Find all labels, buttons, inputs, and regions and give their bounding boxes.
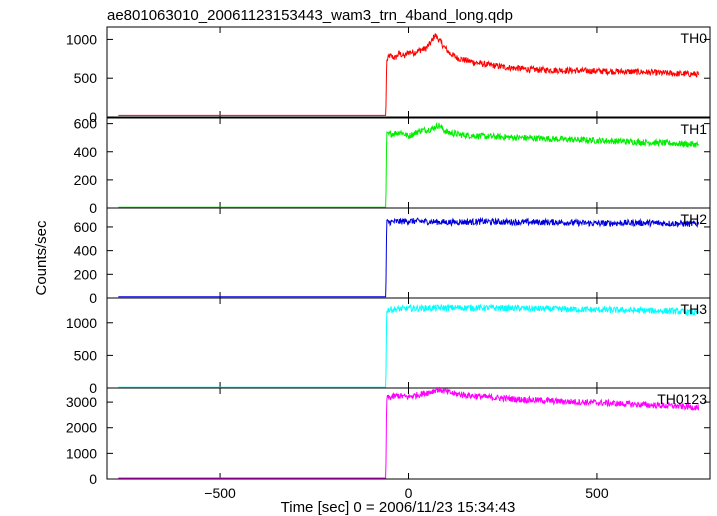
series-line-th0123 — [118, 386, 699, 479]
y-tick-label: 0 — [89, 109, 97, 125]
chart-title: ae801063010_20061123153443_wam3_trn_4ban… — [107, 7, 513, 24]
panel-frame-th1 — [106, 117, 711, 209]
y-tick-label: 0 — [89, 471, 97, 487]
x-axis-label: Time [sec] 0 = 2006/11/23 15:34:43 — [281, 499, 516, 516]
y-tick-label: 500 — [74, 347, 98, 363]
series-line-th2 — [118, 216, 699, 298]
y-tick-label: 1000 — [66, 315, 97, 331]
series-label-th1: TH1 — [681, 121, 708, 137]
series-line-th0 — [118, 33, 699, 116]
y-tick-label: 200 — [74, 172, 98, 188]
panel-th2: 0 200 400 600 TH2 — [74, 207, 711, 306]
y-tick-label: 200 — [74, 266, 98, 282]
y-tick-label: 1000 — [66, 31, 97, 47]
x-tick-labels: −500 0 500 — [204, 485, 609, 501]
y-tick-label: 400 — [74, 144, 98, 160]
y-tick-label: 500 — [74, 70, 98, 86]
y-tick-label: 1000 — [66, 445, 97, 461]
panel-th3: 0 500 1000 TH3 — [66, 297, 711, 396]
series-label-th2: TH2 — [681, 211, 708, 227]
x-tick-label: 0 — [405, 485, 413, 501]
panels-group: 0 500 1000 TH0 0 200 400 600 TH1 0 200 400 600 TH2 0 50… — [66, 26, 711, 487]
series-label-th0: TH0 — [681, 30, 708, 46]
series-label-th3: TH3 — [681, 301, 708, 317]
y-tick-label: 600 — [74, 116, 98, 132]
y-tick-label: 400 — [74, 243, 98, 259]
series-label-th0123: TH0123 — [657, 391, 707, 407]
panel-th0: 0 500 1000 TH0 — [66, 26, 711, 125]
y-tick-label: 600 — [74, 219, 98, 235]
panel-frame-th2 — [106, 207, 711, 299]
panel-th1: 0 200 400 600 TH1 — [74, 116, 711, 216]
panel-th0123: 0 1000 2000 3000 TH0123 — [66, 386, 711, 487]
x-tick-label: −500 — [204, 485, 236, 501]
y-tick-label: 3000 — [66, 394, 97, 410]
y-tick-label: 2000 — [66, 420, 97, 436]
series-line-th3 — [118, 303, 699, 388]
x-tick-label: 500 — [585, 485, 609, 501]
y-tick-label: 0 — [89, 380, 97, 396]
series-line-th1 — [118, 121, 699, 208]
y-tick-label: 0 — [89, 290, 97, 306]
y-axis-label: Counts/sec — [33, 220, 50, 296]
y-tick-label: 0 — [89, 200, 97, 216]
